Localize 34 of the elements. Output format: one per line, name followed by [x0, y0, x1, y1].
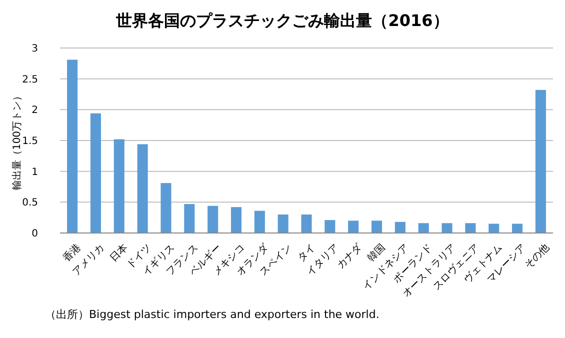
- bar: [488, 224, 500, 233]
- bar: [465, 223, 476, 233]
- bar: [348, 220, 359, 233]
- bar: [301, 214, 312, 233]
- bar: [512, 224, 523, 233]
- y-tick-label: 3: [32, 44, 38, 54]
- x-tick-label: カナダ: [334, 240, 366, 272]
- y-axis-title: 輸出量（100万トン）: [11, 90, 23, 190]
- bar: [442, 223, 452, 233]
- x-tick-label: 香港: [60, 242, 84, 264]
- bar: [208, 206, 218, 233]
- y-tick-label: 2.5: [22, 74, 38, 86]
- bar: [535, 90, 546, 233]
- y-tick-label: 0.5: [22, 198, 38, 209]
- bar: [371, 220, 382, 233]
- bar: [254, 210, 265, 233]
- bar: [230, 207, 242, 233]
- x-tick-label: その他: [522, 242, 552, 272]
- text: （出所）Biggest plastic importers and exporters in the world.: [45, 308, 380, 321]
- bar: [394, 222, 406, 233]
- y-tick-label: 0: [32, 228, 38, 240]
- bar: [278, 214, 288, 233]
- bar: [137, 144, 148, 233]
- y-tick-label: 1: [32, 166, 38, 178]
- bar: [160, 183, 172, 233]
- bar: [418, 223, 429, 233]
- y-tick-label: 1.5: [22, 136, 38, 147]
- bar: [90, 113, 101, 233]
- y-tick-label: 2: [32, 105, 38, 116]
- bar: [184, 204, 195, 233]
- bar: [324, 220, 336, 233]
- chart-title: 世界各国のプラスチックごみ輸出量（2016）: [115, 11, 449, 30]
- bar: [67, 60, 78, 233]
- bar: [114, 139, 124, 233]
